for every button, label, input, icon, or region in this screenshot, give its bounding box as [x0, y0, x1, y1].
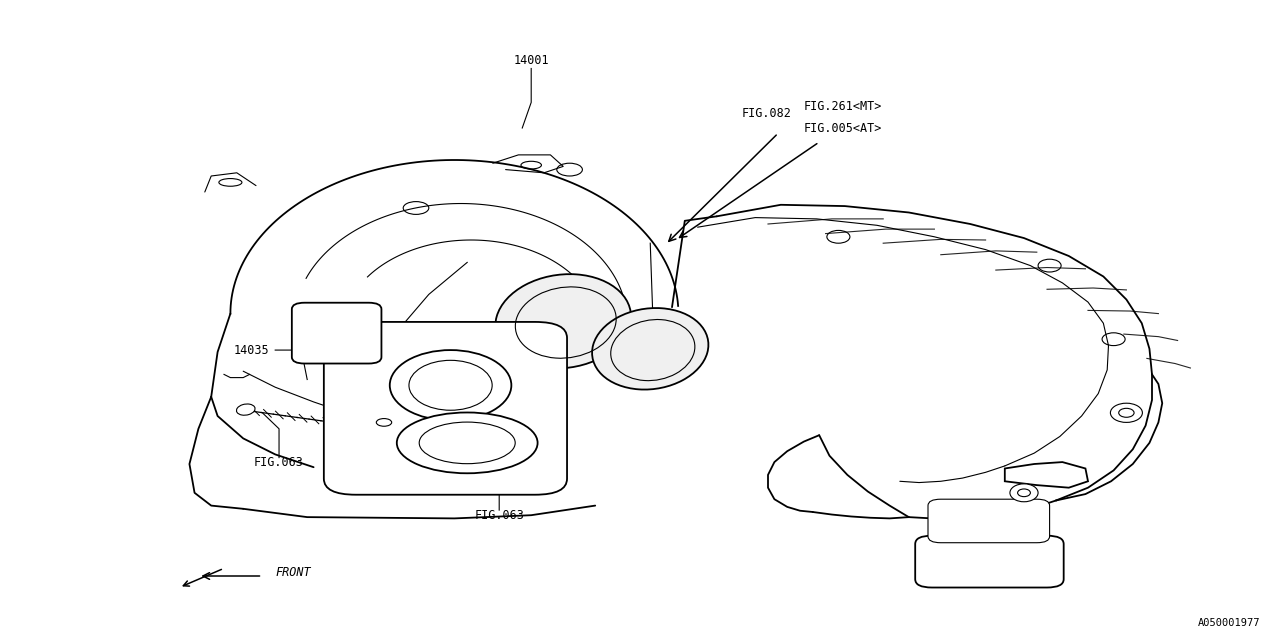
Polygon shape	[1005, 462, 1088, 488]
Text: 14035: 14035	[968, 564, 1004, 577]
FancyBboxPatch shape	[292, 303, 381, 364]
Ellipse shape	[397, 413, 538, 474]
Text: FIG.063: FIG.063	[475, 509, 524, 522]
Ellipse shape	[1111, 403, 1143, 422]
FancyBboxPatch shape	[928, 499, 1050, 543]
Text: FIG.063: FIG.063	[255, 456, 303, 468]
Ellipse shape	[237, 404, 255, 415]
Text: 14001: 14001	[513, 54, 549, 67]
Ellipse shape	[389, 350, 511, 420]
Text: FIG.261<MT>: FIG.261<MT>	[804, 100, 882, 113]
Ellipse shape	[495, 274, 631, 369]
Ellipse shape	[593, 308, 708, 390]
Text: A050001977: A050001977	[1198, 618, 1261, 628]
FancyBboxPatch shape	[324, 322, 567, 495]
Text: 16175: 16175	[643, 358, 678, 371]
Text: FRONT: FRONT	[275, 566, 311, 579]
Ellipse shape	[1010, 484, 1038, 502]
FancyBboxPatch shape	[915, 536, 1064, 588]
Bar	[326, 344, 563, 481]
Text: 14035: 14035	[233, 344, 269, 356]
Text: FIG.082: FIG.082	[741, 108, 791, 120]
Text: FIG.005<AT>: FIG.005<AT>	[804, 122, 882, 134]
